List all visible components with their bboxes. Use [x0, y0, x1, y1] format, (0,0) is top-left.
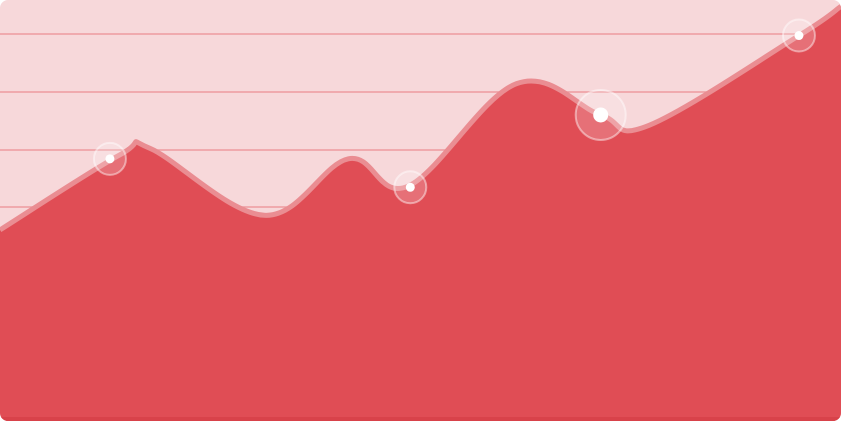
data-markers — [92, 18, 816, 205]
marker-dot — [105, 154, 115, 164]
chart-bottom-edge — [0, 417, 841, 421]
marker-dot — [794, 31, 804, 41]
data-point-marker — [92, 141, 127, 176]
marker-dot — [593, 107, 609, 123]
marker-dot — [405, 182, 415, 192]
data-point-marker — [574, 88, 627, 141]
area-fill — [0, 6, 841, 421]
data-point-marker — [393, 170, 428, 205]
data-point-marker — [781, 18, 816, 53]
